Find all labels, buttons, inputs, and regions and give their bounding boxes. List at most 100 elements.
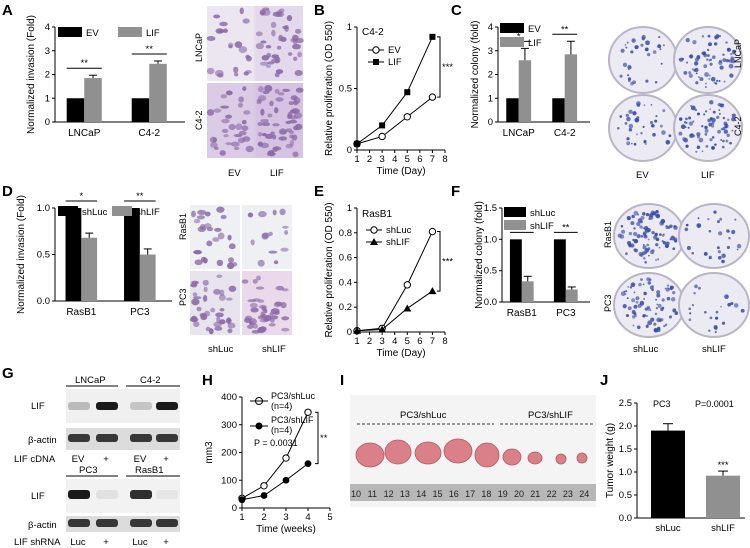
data-point — [404, 89, 411, 96]
colony — [661, 298, 665, 302]
data-point — [260, 482, 268, 490]
x-tick-label: shLuc — [655, 523, 681, 534]
bar — [124, 208, 140, 301]
stained-cell — [269, 311, 274, 317]
colony — [674, 311, 679, 316]
legend-swatch-shlif — [504, 220, 526, 230]
ruler-number: 15 — [432, 489, 442, 499]
stained-cell — [235, 123, 243, 131]
ruler-number: 14 — [416, 489, 426, 499]
y-tick-label: 1.0 — [37, 203, 50, 214]
colony — [704, 133, 708, 136]
p-value: P=0.0001 — [695, 399, 734, 409]
colony — [678, 117, 683, 121]
legend-panel-c: EV LIF — [500, 23, 542, 49]
legend-label-ev: EV — [86, 28, 99, 39]
stained-cell — [292, 43, 301, 50]
colony — [655, 307, 659, 310]
data-point — [260, 492, 268, 499]
colony — [721, 145, 725, 149]
significance-label: ** — [136, 191, 144, 202]
panel-letter-h: H — [202, 372, 213, 389]
stained-cell — [274, 301, 283, 307]
colony — [718, 231, 723, 236]
stained-cell — [199, 312, 207, 318]
ruler-number: 20 — [514, 489, 524, 499]
colony — [645, 324, 649, 328]
stained-cell — [203, 257, 208, 264]
panel-letter-b: B — [314, 2, 325, 19]
colony — [648, 213, 654, 218]
chart-panel-h: 0 100 200 300 400 mm3 1 2 3 4 5 Time (weeks) ** — [204, 392, 333, 535]
stained-cell — [203, 286, 208, 293]
colony — [650, 317, 655, 322]
stained-cell — [243, 110, 251, 115]
stained-cell — [241, 279, 249, 284]
colony — [654, 119, 658, 123]
stained-cell — [278, 34, 283, 42]
stained-cell — [268, 250, 278, 254]
colony — [644, 261, 647, 264]
colony — [731, 229, 736, 235]
bar — [81, 237, 98, 301]
stained-cell — [214, 227, 222, 232]
colony — [636, 101, 641, 106]
stained-cell — [242, 18, 250, 24]
colony — [704, 86, 707, 89]
stained-cell — [233, 72, 239, 77]
p-value: P = 0.0031 — [254, 438, 298, 448]
y-tick-label: 3 — [488, 46, 493, 57]
legend-swatch-ev — [500, 23, 524, 33]
stained-cell — [237, 102, 243, 108]
stained-cell — [288, 101, 294, 106]
stained-cell — [218, 29, 224, 34]
colony — [630, 81, 634, 86]
stained-cell — [258, 132, 263, 137]
colony — [652, 50, 657, 54]
data-point — [304, 408, 312, 416]
actin-band — [156, 434, 178, 442]
bar — [564, 54, 578, 122]
colony — [672, 308, 677, 313]
colony — [694, 108, 698, 112]
panel-letter-i: I — [340, 372, 344, 389]
colony — [690, 104, 693, 107]
colony — [636, 221, 641, 227]
actin-band — [96, 519, 118, 527]
stained-cell — [270, 149, 275, 157]
colony — [668, 315, 673, 319]
series-line — [356, 36, 433, 145]
x-tick-label: 3 — [379, 336, 384, 347]
colony — [655, 298, 657, 301]
y-axis-title: Tumor weight (g) — [605, 423, 616, 498]
colony — [656, 303, 659, 306]
ruler-number: 11 — [368, 489, 377, 499]
colony — [714, 143, 717, 146]
legend-label-shlif-n: (n=4) — [271, 425, 292, 435]
stained-cell — [243, 71, 249, 76]
colony — [657, 258, 660, 261]
stained-cell — [214, 326, 223, 331]
colony — [708, 77, 711, 80]
colony — [652, 132, 656, 137]
colony — [722, 126, 726, 131]
data-point — [403, 304, 412, 312]
x-tick-label: 1 — [354, 336, 359, 347]
stained-cell — [278, 128, 287, 135]
stained-cell — [261, 122, 271, 127]
stained-cell — [219, 150, 226, 156]
colony — [656, 328, 661, 333]
x-tick-label: 4 — [305, 512, 310, 523]
colony — [708, 74, 711, 77]
stained-cell — [272, 209, 277, 216]
colony — [633, 227, 636, 230]
stained-cell — [206, 36, 216, 42]
colony — [719, 65, 724, 70]
stained-cell — [193, 296, 202, 300]
image-col-label-lif: LIF — [270, 168, 284, 179]
colony — [634, 45, 639, 50]
y-tick-label: 0.0 — [484, 297, 497, 308]
significance-bracket — [315, 411, 319, 465]
image-row-label-c42: C4-2 — [194, 110, 204, 130]
